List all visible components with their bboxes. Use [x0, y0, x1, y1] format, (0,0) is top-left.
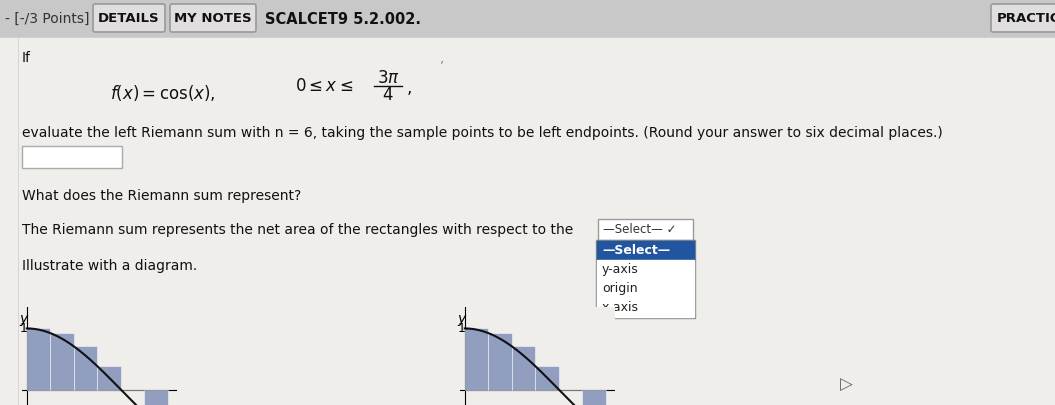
- Text: Illustrate with a diagram.: Illustrate with a diagram.: [22, 259, 197, 273]
- Text: $0 \leq x \leq$: $0 \leq x \leq$: [295, 77, 353, 95]
- Bar: [596, 240, 695, 318]
- Bar: [597, 279, 694, 298]
- Text: What does the Riemann sum represent?: What does the Riemann sum represent?: [22, 189, 302, 203]
- FancyBboxPatch shape: [170, 4, 256, 32]
- Bar: [582, 390, 606, 405]
- Text: DETAILS: DETAILS: [98, 11, 159, 24]
- Bar: [512, 346, 535, 390]
- Text: —Select— ✓: —Select— ✓: [603, 223, 676, 236]
- Text: origin: origin: [602, 282, 637, 295]
- Text: $f(x) = \cos(x),$: $f(x) = \cos(x),$: [110, 83, 215, 103]
- Text: 1: 1: [457, 322, 465, 335]
- Bar: [26, 328, 51, 390]
- Bar: [465, 328, 488, 390]
- Text: SCALCET9 5.2.002.: SCALCET9 5.2.002.: [265, 11, 421, 26]
- Text: 1: 1: [19, 322, 27, 335]
- Text: The Riemann sum represents the net area of the rectangles with respect to the: The Riemann sum represents the net area …: [22, 223, 573, 237]
- Text: PRACTIC: PRACTIC: [997, 11, 1055, 24]
- Text: y-axis: y-axis: [602, 263, 638, 276]
- Text: evaluate the left Riemann sum with n = 6, taking the sample points to be left en: evaluate the left Riemann sum with n = 6…: [22, 126, 943, 140]
- Bar: [0, 0, 1055, 38]
- Bar: [598, 219, 693, 240]
- Text: - [-/3 Points]: - [-/3 Points]: [5, 12, 90, 26]
- Text: ▷: ▷: [840, 376, 852, 394]
- Text: $4$: $4$: [382, 86, 394, 104]
- Text: $,$: $,$: [406, 79, 411, 97]
- Bar: [488, 333, 512, 390]
- Bar: [535, 366, 559, 390]
- Text: —Select—: —Select—: [602, 244, 670, 257]
- Bar: [145, 390, 168, 405]
- Text: ,: ,: [440, 51, 444, 65]
- FancyBboxPatch shape: [991, 4, 1055, 32]
- Bar: [597, 241, 694, 260]
- Text: If: If: [22, 51, 31, 65]
- Bar: [597, 260, 694, 279]
- Text: x-axis: x-axis: [602, 301, 639, 314]
- Bar: [597, 298, 694, 317]
- Bar: [51, 333, 74, 390]
- FancyBboxPatch shape: [93, 4, 165, 32]
- Bar: [22, 146, 122, 168]
- Text: y: y: [19, 312, 27, 326]
- Bar: [97, 366, 121, 390]
- Text: y: y: [457, 312, 465, 326]
- Bar: [74, 346, 97, 390]
- Text: MY NOTES: MY NOTES: [174, 11, 252, 24]
- Text: $3\pi$: $3\pi$: [377, 69, 400, 87]
